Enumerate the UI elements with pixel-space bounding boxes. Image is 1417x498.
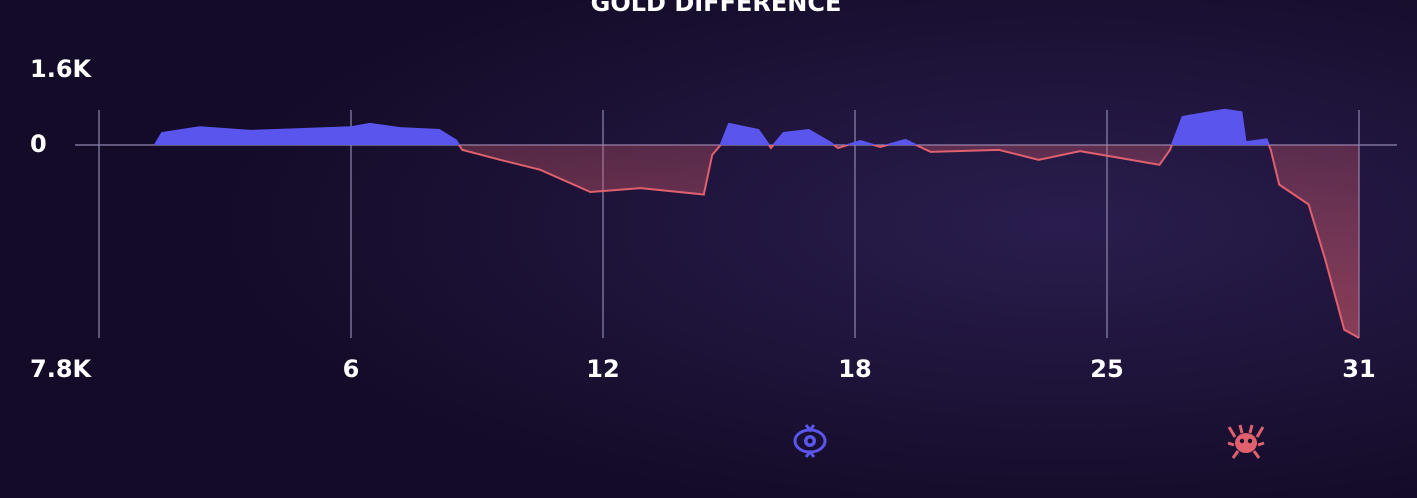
y-tick-label: 7.8K: [30, 355, 93, 383]
positive-area: [154, 109, 1359, 145]
x-tick-label: 25: [1090, 355, 1123, 383]
positive-line: [154, 108, 1270, 145]
x-tick-label: 6: [343, 355, 360, 383]
x-tick-label: 18: [838, 355, 871, 383]
x-tick-label: 12: [586, 355, 619, 383]
blue-icon: [793, 424, 827, 458]
y-tick-label: 1.6K: [30, 55, 93, 83]
x-tick-label: 31: [1342, 355, 1375, 383]
objective-icons: [793, 424, 1265, 459]
red-icon: [1227, 424, 1265, 459]
chart-title: GOLD DIFFERENCE: [591, 0, 842, 17]
y-tick-label: 0: [30, 130, 47, 158]
